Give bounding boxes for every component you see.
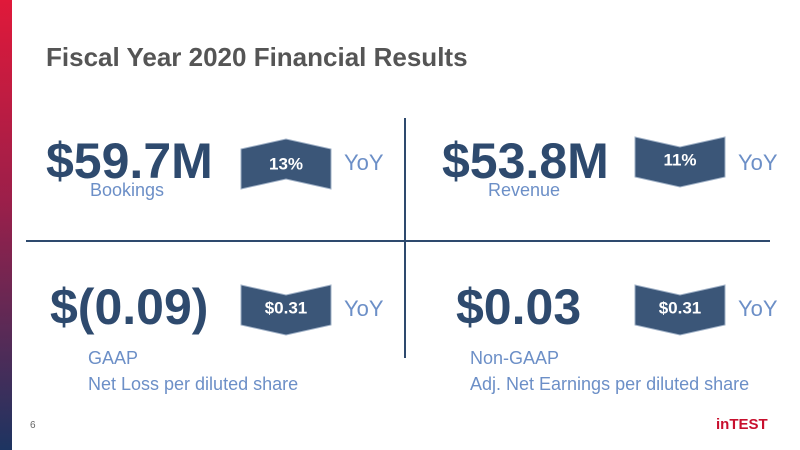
period: YoY <box>738 296 778 321</box>
change-text: 11% <box>663 150 696 169</box>
metric-sublabel: Adj. Net Earnings per diluted share <box>470 374 750 394</box>
metric-value: $53.8M <box>442 133 609 189</box>
change-badge: 11% <box>634 136 726 188</box>
metric-value: $(0.09) <box>50 279 209 335</box>
metric-value: $0.03 <box>456 279 582 335</box>
title: Fiscal Year 2020 Financial Results <box>46 42 468 72</box>
side-bar <box>0 0 12 450</box>
metric-sublabel: Net Loss per diluted share <box>88 374 299 394</box>
change-text: $0.31 <box>659 298 702 317</box>
period: YoY <box>344 296 384 321</box>
divider <box>26 240 770 242</box>
change-badge: $0.31 <box>634 284 726 336</box>
change-text: $0.31 <box>265 298 308 317</box>
divider <box>404 118 406 358</box>
logo: inTEST <box>716 416 768 433</box>
change-text: 13% <box>269 154 303 173</box>
change-badge: $0.31 <box>240 284 332 336</box>
page-number: 6 <box>30 420 36 431</box>
change-badge: 13% <box>240 138 332 190</box>
metric-label: Revenue <box>488 180 561 200</box>
period: YoY <box>344 150 384 175</box>
metric-label: GAAP <box>88 348 139 368</box>
metric-label: Bookings <box>90 180 165 200</box>
metric-label: Non-GAAP <box>470 348 560 368</box>
metric-value: $59.7M <box>46 133 213 189</box>
period: YoY <box>738 150 778 175</box>
